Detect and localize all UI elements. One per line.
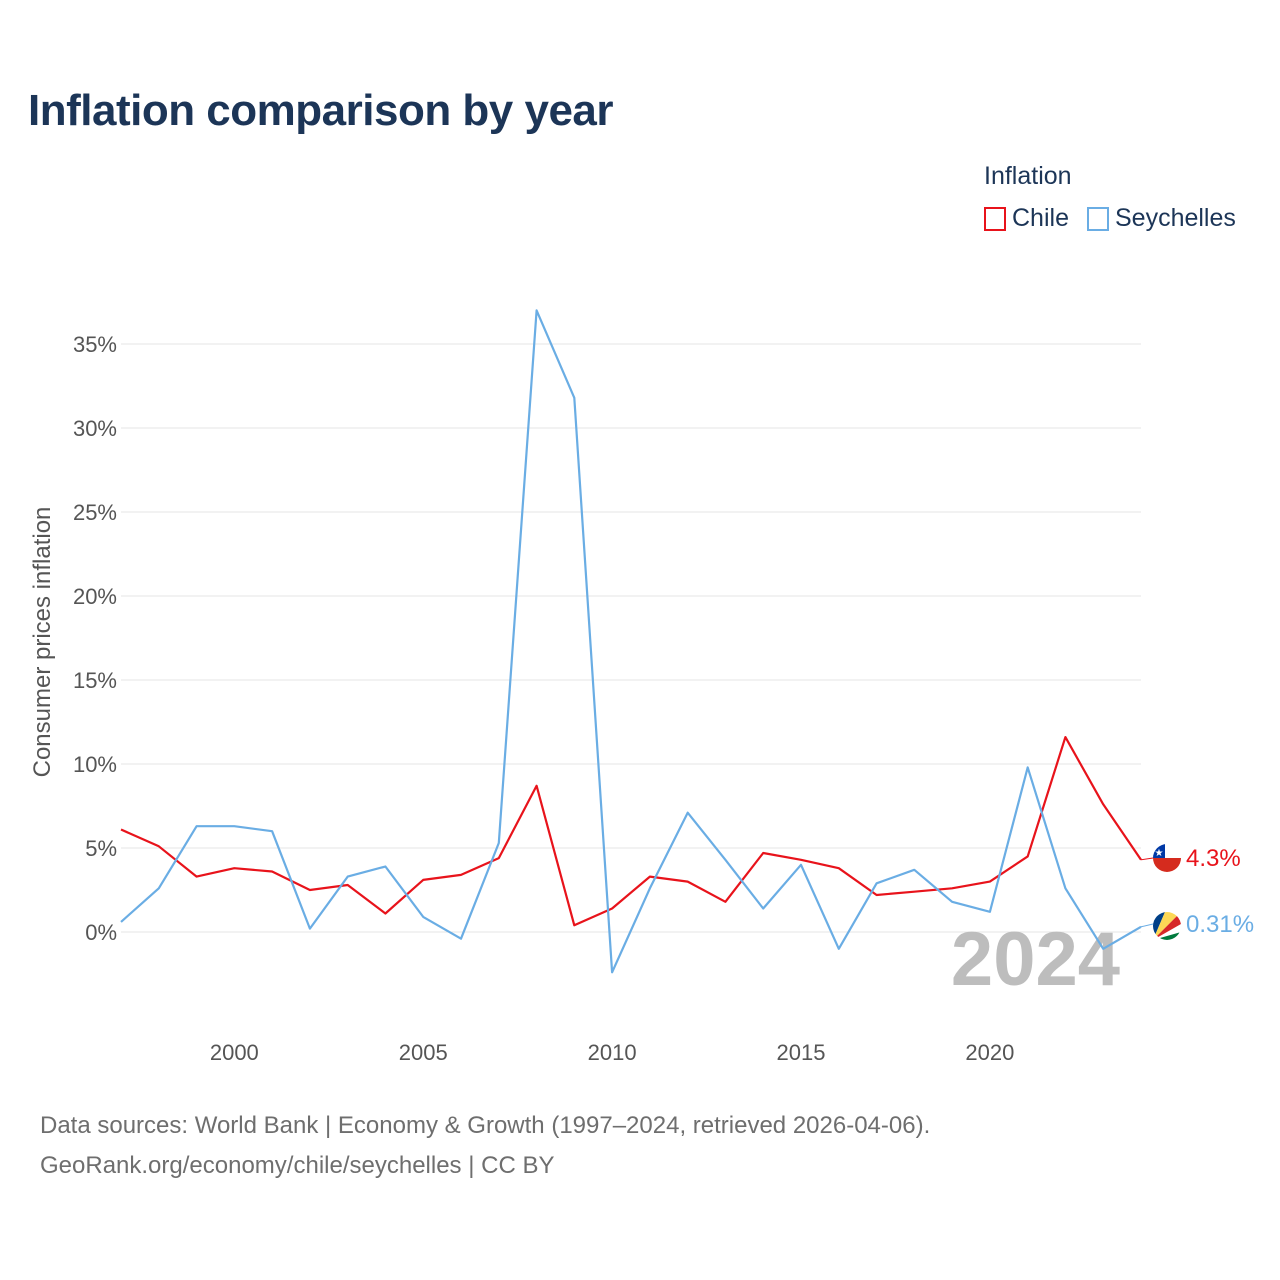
source-line-2[interactable]: GeoRank.org/economy/chile/seychelles | C… bbox=[40, 1152, 555, 1179]
y-axis-ticks: 0% 5% 10% 15% 20% 25% 30% 35% bbox=[73, 332, 117, 945]
y-tick-label: 5% bbox=[85, 836, 117, 861]
legend-swatch-seychelles bbox=[1086, 206, 1109, 231]
svg-text:★: ★ bbox=[1155, 848, 1164, 859]
legend-swatch-chile bbox=[984, 206, 1006, 231]
legend-item-chile[interactable]: Chile bbox=[984, 204, 1069, 233]
y-tick-label: 0% bbox=[85, 920, 117, 945]
legend-title: Inflation bbox=[984, 162, 1072, 190]
y-tick-label: 15% bbox=[73, 668, 117, 693]
series-lines bbox=[120, 309, 1142, 974]
x-tick-label: 2000 bbox=[210, 1040, 259, 1065]
source-line-1: Data sources: World Bank | Economy & Gro… bbox=[40, 1112, 931, 1139]
end-connector bbox=[1140, 923, 1154, 928]
series-line-chile[interactable] bbox=[120, 735, 1142, 927]
series-line-seychelles[interactable] bbox=[120, 309, 1142, 974]
y-tick-label: 10% bbox=[73, 752, 117, 777]
end-markers: ★ 4.3% 0.31% bbox=[1140, 844, 1254, 940]
x-tick-label: 2015 bbox=[777, 1040, 826, 1065]
grid-lines bbox=[121, 343, 1141, 933]
end-value-label-seychelles: 0.31% bbox=[1186, 911, 1254, 938]
year-watermark: 2024 bbox=[951, 917, 1120, 1002]
seychelles-flag-icon bbox=[1153, 912, 1181, 940]
data-sources: Data sources: World Bank | Economy & Gro… bbox=[40, 1106, 930, 1186]
y-tick-label: 20% bbox=[73, 584, 117, 609]
end-value-label-chile: 4.3% bbox=[1186, 845, 1241, 872]
y-axis-title: Consumer prices inflation bbox=[29, 507, 56, 778]
legend: Chile Seychelles bbox=[984, 204, 1236, 233]
legend-label-seychelles: Seychelles bbox=[1114, 204, 1236, 232]
y-tick-label: 35% bbox=[73, 332, 117, 357]
x-tick-label: 2010 bbox=[588, 1040, 637, 1065]
legend-item-seychelles[interactable]: Seychelles bbox=[1086, 204, 1236, 233]
x-tick-label: 2005 bbox=[399, 1040, 448, 1065]
legend-label-chile: Chile bbox=[1012, 204, 1069, 232]
end-connector bbox=[1140, 857, 1154, 861]
chart-title: Inflation comparison by year bbox=[28, 86, 614, 135]
x-axis-ticks: 2000 2005 2010 2015 2020 bbox=[210, 1040, 1015, 1065]
y-tick-label: 30% bbox=[73, 416, 117, 441]
chile-flag-icon: ★ bbox=[1153, 844, 1181, 872]
x-tick-label: 2020 bbox=[965, 1040, 1014, 1065]
y-tick-label: 25% bbox=[73, 500, 117, 525]
